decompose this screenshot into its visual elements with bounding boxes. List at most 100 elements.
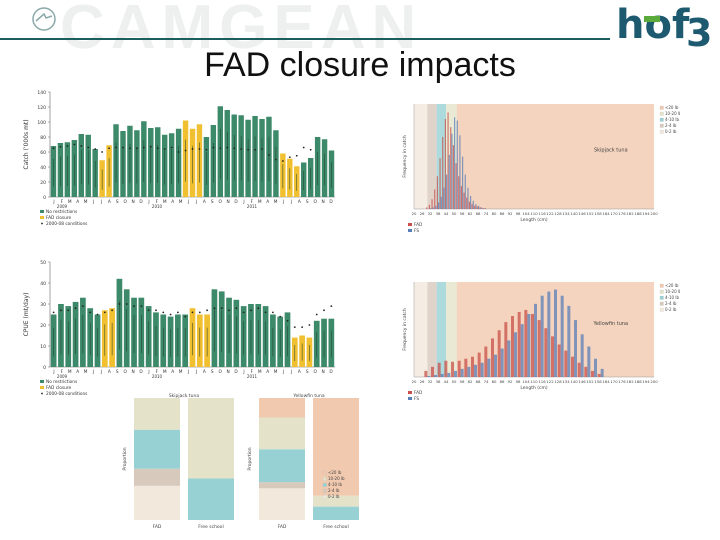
month-label: D [329,369,333,375]
legend-label: 2000-08 conditions [46,221,88,227]
fad-bar [557,344,561,377]
month-label: M [258,199,262,205]
stack-segment [188,398,234,479]
fs-bar [438,202,440,209]
fs-bar [560,295,564,377]
reference-point [242,311,245,314]
month-label: N [322,369,325,375]
month-label: J [195,199,197,205]
y-axis-title: Proportion [122,447,128,470]
series-legend-label: FAD [414,222,423,228]
fad-bar [434,189,436,209]
reference-point [288,156,291,159]
reference-point [295,154,298,157]
fad-bar [452,145,454,209]
month-label: S [211,199,214,205]
x-tick-label: 32 [428,211,433,216]
fad-bar [468,201,470,209]
stack-segment [134,468,180,486]
y-axis-title: Proportion [247,447,253,470]
month-label: M [179,369,183,375]
fs-bar [432,207,434,209]
reference-point [162,311,165,314]
reference-point [101,151,104,153]
reference-point [66,145,69,147]
fad-bar [524,309,528,377]
yellowfin-proportion-chart: Yellowfin tuna Proportion FAD Free school <2… [247,393,359,530]
x-tick-label: 146 [578,211,586,216]
bin-legend-swatch [322,489,327,493]
fad-bar [466,197,468,209]
x-tick-label: 116 [538,211,546,216]
watermark-text: CAMGEAN [60,0,423,62]
y-axis-title: Catch ('000s mt) [23,119,30,169]
month-label: S [306,369,309,375]
month-label: A [266,369,269,375]
reference-point [87,146,90,149]
bin-legend-label: 0-2 lb [665,129,677,134]
series-legend-label: FS [414,396,419,402]
fad-bar [444,118,446,209]
reference-point [330,305,333,307]
reference-point [275,158,277,161]
legend-swatch-no-restrictions [40,380,44,383]
month-label: M [68,199,72,205]
fs-bar [456,120,458,209]
reference-point [147,309,150,312]
stack-segment [313,506,359,520]
bin-legend-swatch [659,289,664,294]
month-label: A [203,369,206,375]
fad-bar [426,207,428,209]
bin-legend-swatch [659,283,664,288]
month-label: M [163,199,167,205]
series-legend-swatch [408,229,412,232]
series-legend-swatch [408,391,412,394]
reference-point [205,148,208,151]
x-tick-label: 158 [594,379,602,384]
month-label: O [219,199,223,205]
species-label: Yellowfin tuna [592,321,628,327]
month-label: F [251,369,254,375]
month-label: A [76,369,79,375]
reference-point [271,311,274,314]
x-tick-label: 134 [562,379,570,384]
reference-point [212,146,215,149]
x-tick-label: 26 [420,211,425,216]
y-tick-label: 80 [40,135,46,141]
fs-bar [475,204,477,209]
y-tick-label: 10 [40,344,46,350]
fs-bar [467,366,471,377]
fs-bar [440,373,444,377]
legend-swatch-fad-closure [40,386,44,389]
month-label: A [171,369,174,375]
bin-legend-swatch [659,129,664,134]
month-label: F [251,199,254,205]
month-label: D [329,199,333,205]
fad-bar [531,313,534,377]
y-tick-label: 40 [40,281,46,287]
reference-point [233,147,236,150]
bin-legend-label: 0-2 lb [328,494,340,499]
x-tick-label: 158 [594,211,602,216]
x-tick-label: 128 [554,211,562,216]
bin-legend-label: 10-20 lb [328,476,345,481]
fad-bar [484,346,488,377]
fs-bar [567,305,571,377]
category-label: FAD [278,524,287,530]
month-label: O [314,199,318,205]
fs-bar [487,358,491,377]
month-label: A [266,199,269,205]
stack-segment [188,478,234,520]
reference-point [135,147,138,150]
bin-legend-label: 4-10 lb [665,117,679,122]
reference-point [220,307,223,310]
reference-point [281,160,284,162]
x-tick-label: 86 [500,211,505,216]
x-axis-title: Length (cm) [520,217,548,223]
fs-bar [460,368,464,377]
x-tick-label: 104 [522,211,530,216]
x-tick-label: 44 [444,211,449,216]
x-axis-title: Length (cm) [520,385,548,391]
svg-text:hof: hof [616,2,690,48]
fs-bar [459,135,461,209]
